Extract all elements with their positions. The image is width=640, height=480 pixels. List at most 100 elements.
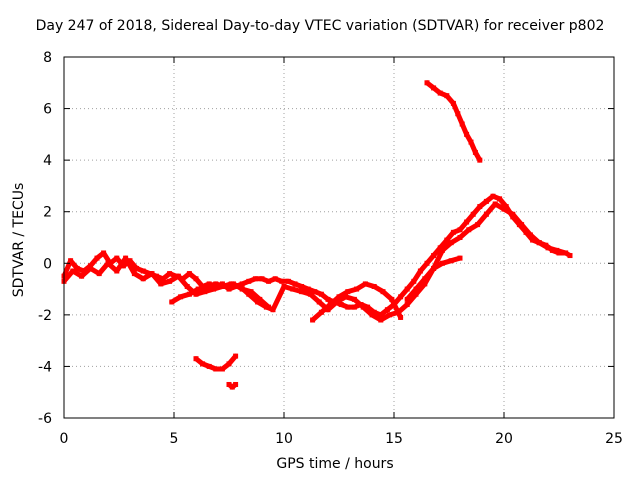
data-point [193,291,199,297]
axis-ticks: 0 5 10 15 20 25 -6 -4 -2 0 2 4 6 8 [38,50,623,447]
data-point [169,299,175,305]
data-point [431,253,437,259]
data-point [246,291,252,297]
data-point [318,309,324,315]
y-tick-label: -6 [38,411,52,427]
data-point [527,232,533,238]
data-point [200,361,206,367]
data-point [248,289,254,295]
y-tick-label: 8 [43,50,52,66]
data-point [114,255,120,261]
data-point [213,281,219,287]
series-track [61,201,569,323]
y-tick-label: 4 [43,153,52,169]
data-point [439,247,445,253]
data-point [422,276,428,282]
data-point [413,286,419,292]
data-point [140,268,146,274]
data-point [202,289,208,295]
data-point [439,260,445,266]
data-point [266,278,272,284]
data-point [380,289,386,295]
data-point [186,291,192,297]
data-point [193,356,199,362]
data-point [255,299,261,305]
data-point [233,353,239,359]
data-series [61,80,573,390]
data-point [94,255,100,261]
data-point [398,314,404,320]
y-tick-label: 0 [43,256,52,272]
data-point [325,296,331,302]
data-point [120,263,126,269]
x-tick-label: 15 [385,431,403,447]
data-point [457,255,463,261]
data-point [178,294,184,300]
data-point [450,229,456,235]
data-point [472,149,478,155]
data-point [158,281,164,287]
data-point [431,85,437,91]
data-point [305,286,311,292]
data-point [404,302,410,308]
data-point [545,245,551,251]
data-point [134,265,140,271]
data-point [387,312,393,318]
data-point [477,204,483,210]
data-point [114,268,120,274]
data-point [299,289,305,295]
data-point [404,296,410,302]
data-point [226,381,232,387]
data-point [193,276,199,282]
data-point [123,255,129,261]
data-point [246,278,252,284]
series-track-dip-mid [169,281,272,310]
data-point [503,204,509,210]
data-point [257,296,263,302]
data-point [316,299,322,305]
data-point [371,283,377,289]
data-point [312,289,318,295]
data-point [167,271,173,277]
data-point [413,291,419,297]
data-point [360,304,366,310]
data-point [354,286,360,292]
data-point [270,307,276,313]
data-point [68,258,74,264]
data-point [365,304,371,310]
data-point [87,265,93,271]
data-point [292,281,298,287]
series-track-branch-18h [404,255,463,302]
y-tick-label: 2 [43,205,52,221]
data-point [424,80,430,86]
data-point [127,258,133,264]
data-point [239,286,245,292]
data-point [343,294,349,300]
data-point [404,286,410,292]
series-track-high-17h [424,80,483,163]
data-point [475,222,481,228]
data-point [219,366,225,372]
data-point [448,258,454,264]
series-track-main-lower [61,201,569,323]
data-point [186,271,192,277]
data-point [327,302,333,308]
x-axis-label: GPS time / hours [276,456,394,472]
data-point [226,361,232,367]
data-point [345,304,351,310]
data-point [378,317,384,323]
data-point [468,139,474,145]
data-point [466,227,472,233]
data-point [175,273,181,279]
series-track-low-6to8h [193,353,239,372]
data-point [444,237,450,243]
data-point [272,276,278,282]
data-point [318,291,324,297]
data-point [501,206,507,212]
data-point [464,219,470,225]
data-point [149,271,155,277]
data-point [222,283,228,289]
data-point [371,309,377,315]
data-point [79,273,85,279]
